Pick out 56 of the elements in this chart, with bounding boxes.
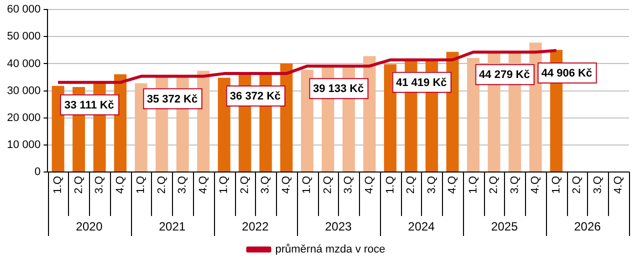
x-tick-label: 2.Q	[488, 176, 500, 194]
data-label: 33 111 Kč	[64, 99, 114, 112]
text: 2024	[408, 219, 436, 234]
y-tick-label: 0	[34, 166, 41, 178]
bar	[218, 78, 230, 172]
text: 2021	[158, 219, 186, 234]
data-label: 44 279 Kč	[479, 69, 530, 82]
x-tick-label: 4.Q	[530, 176, 542, 194]
y-tick-label: 40 000	[6, 58, 41, 70]
x-tick-label: 1.Q	[550, 176, 562, 194]
x-tick-label: 4.Q	[197, 176, 210, 194]
x-tick-label: 3.Q	[176, 176, 189, 194]
x-tick-label: 1.Q	[301, 176, 314, 194]
x-tick-label: 4.Q	[114, 176, 126, 194]
y-tick-label: 50 000	[6, 30, 41, 43]
x-tick-label: 3.Q	[508, 176, 521, 194]
x-tick-label: 1.Q	[218, 176, 230, 194]
x-tick-label: 2.Q	[72, 176, 85, 194]
x-tick-label: 2.Q	[405, 176, 418, 194]
x-tick-label: 4.Q	[612, 176, 625, 194]
text: 2022	[242, 219, 269, 234]
bar	[134, 83, 148, 172]
bar	[384, 64, 396, 172]
data-label: 39 133 Kč	[312, 83, 364, 96]
x-tick-label: 3.Q	[342, 176, 355, 194]
bar	[467, 58, 480, 172]
text: 2023	[324, 219, 352, 234]
x-tick-label: 2.Q	[238, 176, 251, 194]
y-tick-label: 30 000	[6, 84, 41, 97]
y-tick-label: 10 000	[6, 138, 41, 151]
x-tick-label: 1.Q	[384, 176, 396, 194]
x-tick-label: 3.Q	[426, 176, 438, 194]
x-tick-label: 1.Q	[135, 176, 148, 194]
legend-label: průměrná mzda v roce	[275, 244, 386, 256]
text: 2020	[76, 219, 103, 234]
data-label: 44 906 Kč	[541, 67, 592, 80]
data-label: 41 419 Kč	[396, 76, 447, 89]
data-label: 35 372 Kč	[146, 93, 198, 106]
x-tick-label: 3.Q	[592, 176, 604, 194]
y-tick-label: 20 000	[6, 112, 41, 124]
x-tick-label: 4.Q	[446, 176, 459, 194]
x-tick-label: 1.Q	[52, 176, 64, 194]
x-tick-label: 3.Q	[94, 176, 106, 194]
x-tick-label: 2.Q	[156, 176, 168, 194]
bar	[52, 86, 64, 172]
text: 2025	[491, 219, 518, 234]
x-tick-label: 2.Q	[322, 176, 334, 194]
x-tick-label: 2.Q	[571, 176, 584, 194]
y-tick-label: 60 000	[6, 4, 41, 16]
x-tick-label: 4.Q	[280, 176, 292, 194]
x-tick-label: 3.Q	[260, 176, 272, 194]
bar	[300, 70, 314, 172]
data-label: 36 372 Kč	[230, 90, 281, 103]
x-tick-label: 4.Q	[364, 176, 376, 194]
x-tick-label: 1.Q	[467, 176, 480, 194]
text: 2026	[574, 219, 602, 234]
